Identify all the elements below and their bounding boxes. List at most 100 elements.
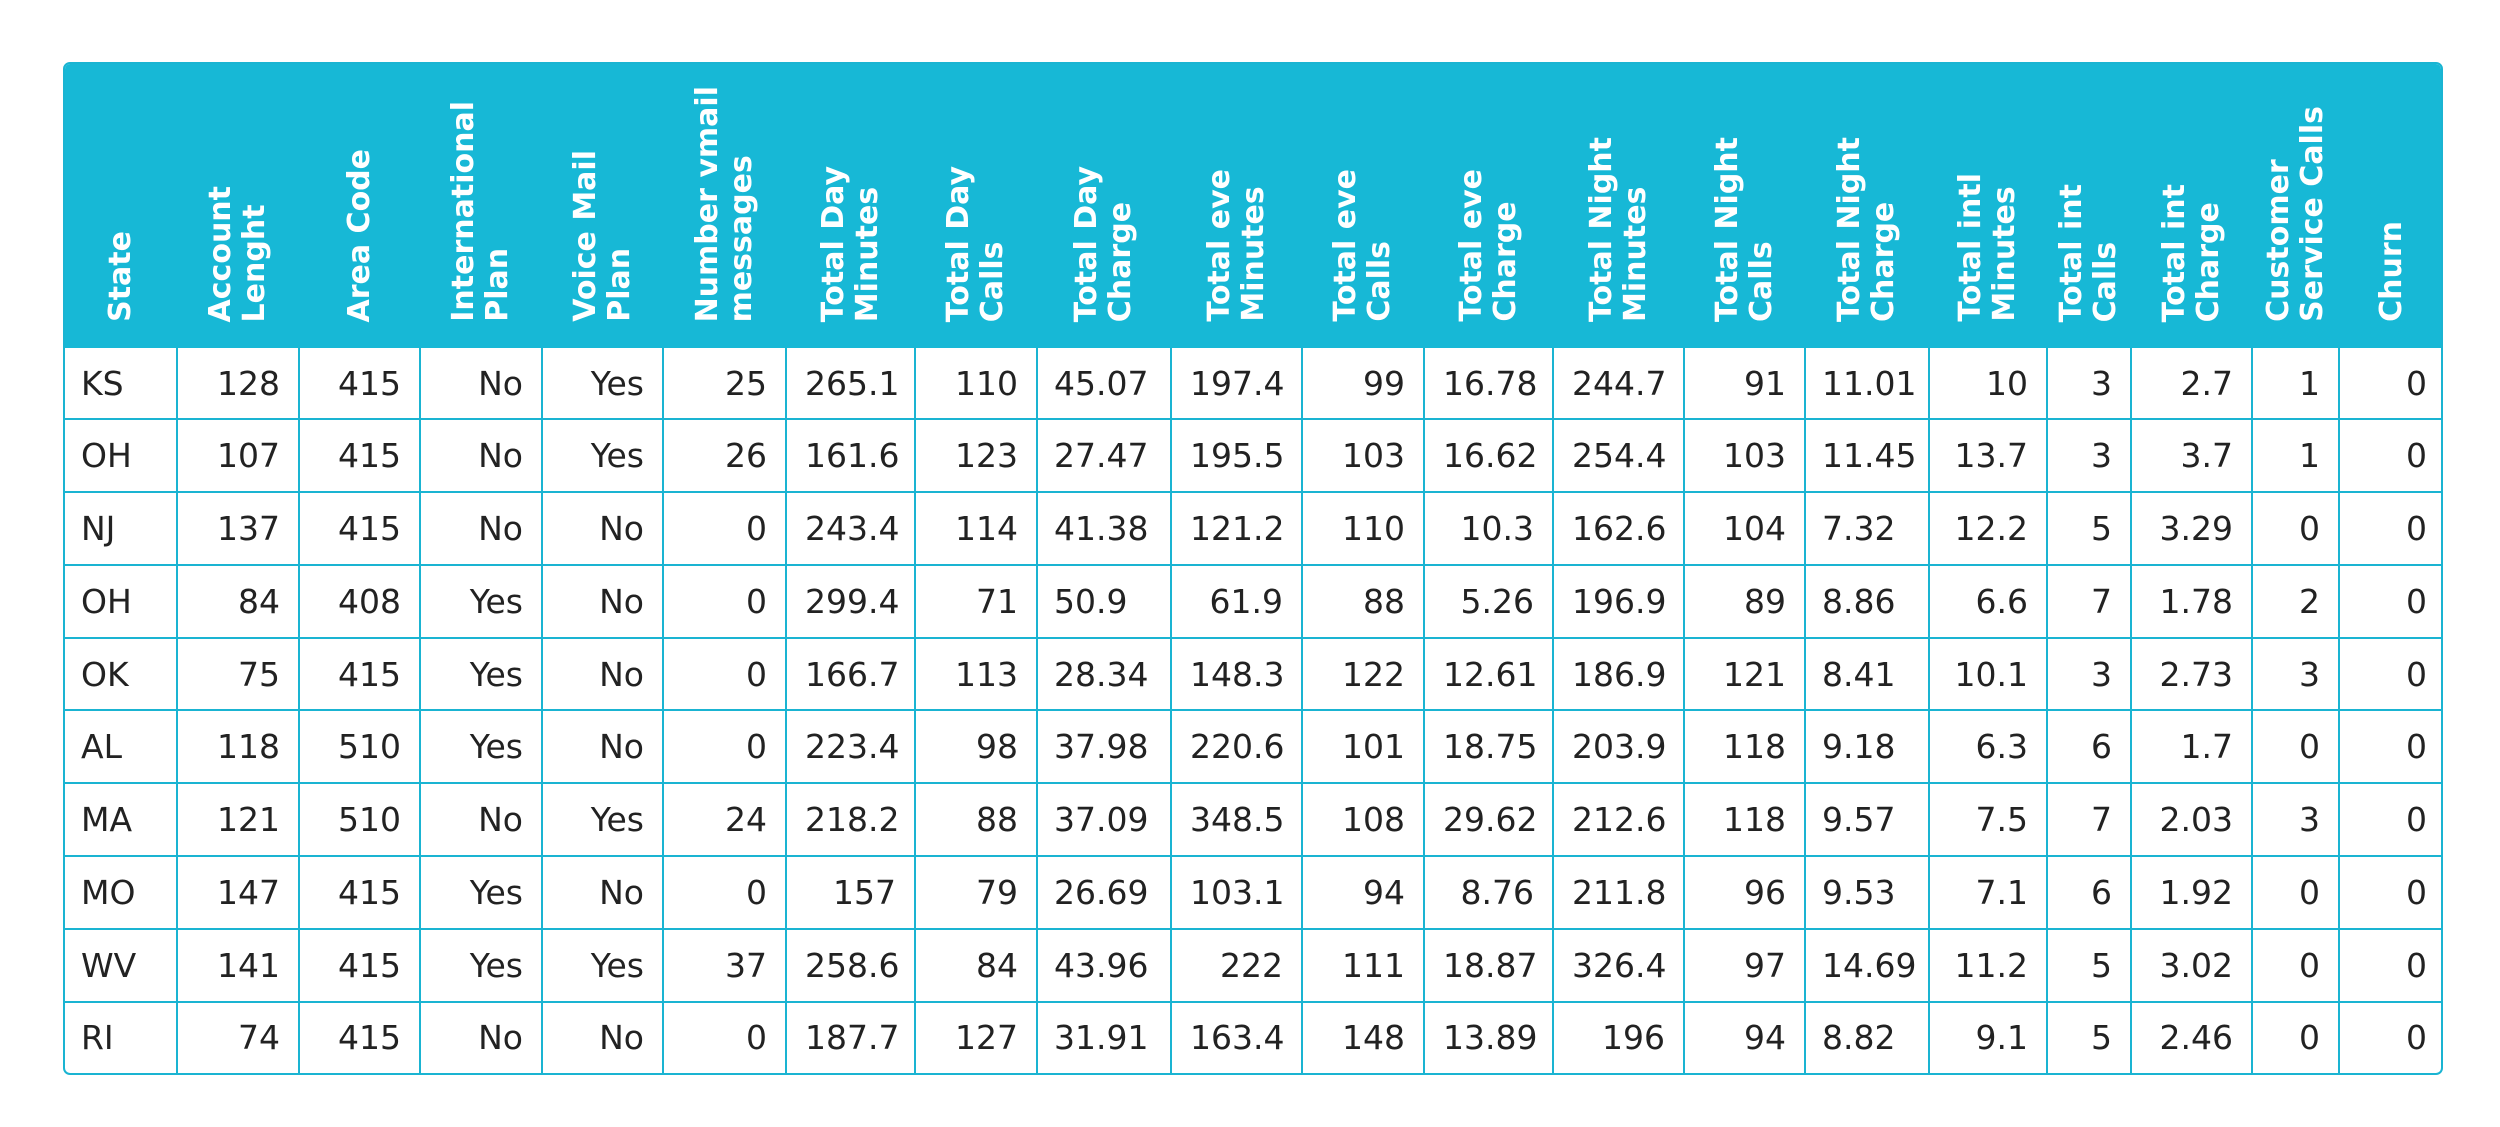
column-header: Total Night Minutes bbox=[1553, 64, 1684, 348]
table-cell: 196 bbox=[1552, 1000, 1685, 1073]
column-header: Total eve Calls bbox=[1302, 64, 1424, 348]
table-cell: 11.2 bbox=[1928, 927, 2048, 1003]
table-cell: 74 bbox=[176, 1000, 300, 1073]
table-cell: 8.82 bbox=[1804, 1000, 1930, 1073]
column-header-label: Total Night Charge bbox=[1832, 137, 1901, 322]
table-cell: 89 bbox=[1683, 563, 1806, 639]
table-cell: 415 bbox=[298, 418, 421, 493]
table-cell: 103 bbox=[1683, 418, 1806, 493]
table-cell: 203.9 bbox=[1552, 709, 1685, 785]
table-cell: 1 bbox=[2251, 418, 2340, 493]
table-cell: 157 bbox=[785, 855, 916, 930]
table-cell: 7.1 bbox=[1928, 855, 2048, 930]
column-header-label: Total Night Calls bbox=[1709, 137, 1779, 322]
table-cell: 0 bbox=[2251, 855, 2340, 930]
table-cell: 0 bbox=[2338, 636, 2441, 712]
table-cell: 118 bbox=[176, 709, 300, 785]
table-cell: No bbox=[541, 490, 664, 566]
table-cell: 50.9 bbox=[1036, 563, 1172, 639]
table-cell: 123 bbox=[914, 418, 1038, 493]
table-cell: 27.47 bbox=[1036, 418, 1172, 493]
table-cell: 218.2 bbox=[785, 782, 916, 858]
table-cell: 9.57 bbox=[1804, 782, 1930, 858]
table-cell: 71 bbox=[914, 563, 1038, 639]
table-cell: 103 bbox=[1301, 418, 1425, 493]
table-cell: 2.73 bbox=[2130, 636, 2253, 712]
table-cell: 122 bbox=[1301, 636, 1425, 712]
table-cell: 11.01 bbox=[1804, 348, 1930, 421]
table-cell: 5 bbox=[2046, 1000, 2132, 1073]
table-cell: 6 bbox=[2046, 709, 2132, 785]
table-cell: 5 bbox=[2046, 927, 2132, 1003]
table-cell: 41.38 bbox=[1036, 490, 1172, 566]
column-header: Total Day Minutes bbox=[786, 64, 915, 348]
table-cell: 9.1 bbox=[1928, 1000, 2048, 1073]
table-cell: 16.78 bbox=[1423, 348, 1554, 421]
table-cell: No bbox=[419, 418, 543, 493]
table-cell: AL bbox=[65, 709, 178, 785]
table-cell: 0 bbox=[2338, 563, 2441, 639]
table-cell: NJ bbox=[65, 490, 178, 566]
table-cell: 18.87 bbox=[1423, 927, 1554, 1003]
table-cell: 118 bbox=[1683, 782, 1806, 858]
column-header-label: Total Night Minutes bbox=[1583, 137, 1653, 322]
table-cell: 0 bbox=[2338, 490, 2441, 566]
table-cell: 258.6 bbox=[785, 927, 916, 1003]
table-cell: 187.7 bbox=[785, 1000, 916, 1073]
table-cell: 108 bbox=[1301, 782, 1425, 858]
table-cell: Yes bbox=[419, 855, 543, 930]
column-header: Customer Service Calls bbox=[2252, 64, 2339, 348]
table-cell: Yes bbox=[419, 709, 543, 785]
table-cell: 7 bbox=[2046, 782, 2132, 858]
table-cell: Yes bbox=[541, 927, 664, 1003]
column-header: Total int Calls bbox=[2047, 64, 2131, 348]
table-cell: 3.29 bbox=[2130, 490, 2253, 566]
table-cell: 6.6 bbox=[1928, 563, 2048, 639]
table-cell: 415 bbox=[298, 348, 421, 421]
column-header-label: Number vmail messages bbox=[689, 85, 759, 322]
table-cell: Yes bbox=[419, 563, 543, 639]
table-cell: 243.4 bbox=[785, 490, 916, 566]
table-cell: 148.3 bbox=[1170, 636, 1303, 712]
table-cell: 110 bbox=[1301, 490, 1425, 566]
table-cell: 0 bbox=[662, 490, 787, 566]
table-cell: 3.7 bbox=[2130, 418, 2253, 493]
table-cell: 3 bbox=[2251, 782, 2340, 858]
table-cell: 61.9 bbox=[1170, 563, 1303, 639]
table-row: MA 121 510 No Yes 24 218.2 88 37.09 348.5 108 29.62… bbox=[65, 782, 2441, 858]
table-cell: 510 bbox=[298, 782, 421, 858]
table-cell: 91 bbox=[1683, 348, 1806, 421]
table-cell: 113 bbox=[914, 636, 1038, 712]
table-cell: RI bbox=[65, 1000, 178, 1073]
table-cell: 9.18 bbox=[1804, 709, 1930, 785]
table-cell: 28.34 bbox=[1036, 636, 1172, 712]
table-cell: 0 bbox=[2338, 927, 2441, 1003]
table-cell: WV bbox=[65, 927, 178, 1003]
table-cell: 99 bbox=[1301, 348, 1425, 421]
table-cell: 348.5 bbox=[1170, 782, 1303, 858]
column-header: Account Lenght bbox=[177, 64, 299, 348]
column-header-label: Total eve Minutes bbox=[1201, 169, 1271, 322]
table-cell: 212.6 bbox=[1552, 782, 1685, 858]
table-cell: 7.32 bbox=[1804, 490, 1930, 566]
table-cell: 110 bbox=[914, 348, 1038, 421]
table-cell: 1 bbox=[2251, 348, 2340, 421]
table-cell: 31.91 bbox=[1036, 1000, 1172, 1073]
table-cell: 415 bbox=[298, 927, 421, 1003]
table-cell: 299.4 bbox=[785, 563, 916, 639]
table-cell: 3.02 bbox=[2130, 927, 2253, 1003]
column-header: Area Code bbox=[299, 64, 420, 348]
table-cell: 10.1 bbox=[1928, 636, 2048, 712]
column-header: Total intl Minutes bbox=[1929, 64, 2047, 348]
table-cell: 3 bbox=[2046, 348, 2132, 421]
table-cell: OH bbox=[65, 563, 178, 639]
table-cell: 2 bbox=[2251, 563, 2340, 639]
table-cell: 0 bbox=[2338, 1000, 2441, 1073]
table-cell: 12.61 bbox=[1423, 636, 1554, 712]
column-header-label: Total Day Calls bbox=[941, 165, 1010, 322]
table-cell: 121.2 bbox=[1170, 490, 1303, 566]
table-cell: 101 bbox=[1301, 709, 1425, 785]
table-cell: Yes bbox=[419, 636, 543, 712]
table-cell: 29.62 bbox=[1423, 782, 1554, 858]
table-cell: 1.78 bbox=[2130, 563, 2253, 639]
